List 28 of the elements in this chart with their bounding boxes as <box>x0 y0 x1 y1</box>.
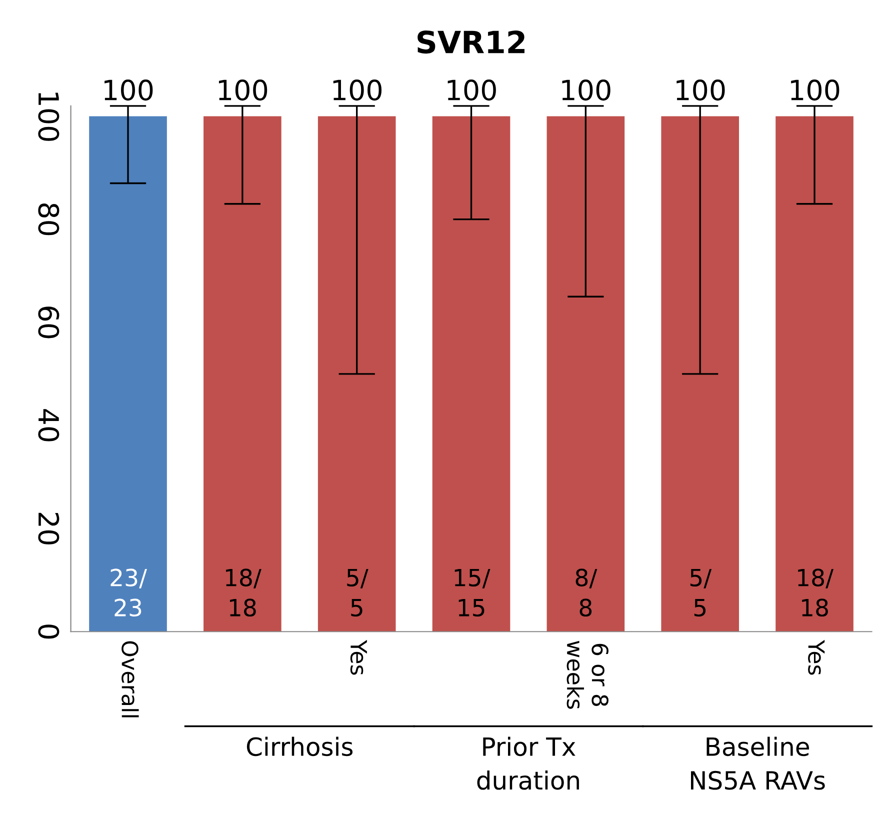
y-tick-label: 60 <box>38 306 60 338</box>
x-tick-label: 6 or 8 weeks <box>566 640 608 709</box>
annotation: 15/ 15 <box>454 568 490 617</box>
text: Prior Tx duration <box>477 736 579 790</box>
annotation: 18/ 18 <box>226 568 262 617</box>
x-tick-label: Yes <box>350 640 367 675</box>
y-tick-label: 40 <box>38 409 60 442</box>
y-tick-label: 80 <box>38 204 60 236</box>
data-label: 100 <box>448 80 496 101</box>
annotation: 5/ 5 <box>690 568 712 617</box>
annotation: 8/ 8 <box>576 568 598 617</box>
data-label: 100 <box>104 80 153 101</box>
data-label: 100 <box>218 80 268 101</box>
x-tick-label: Yes <box>808 640 825 675</box>
annotation: 5/ 5 <box>347 568 368 617</box>
text: Cirrhosis <box>246 736 353 756</box>
data-label: 100 <box>333 80 382 101</box>
y-tick-label: 0 <box>38 624 60 639</box>
data-label: 100 <box>676 80 725 101</box>
data-label: 100 <box>562 80 610 101</box>
annotation: 23/ 23 <box>110 568 148 617</box>
y-tick-label: 100 <box>38 92 60 141</box>
annotation: 18/ 18 <box>798 568 834 617</box>
text: Baseline NS5A RAVs <box>690 736 825 790</box>
y-tick-label: 20 <box>38 512 60 544</box>
x-tick-label: Overall <box>122 641 139 718</box>
data-label: 100 <box>791 80 840 101</box>
chart-title: SVR12 <box>418 30 524 54</box>
